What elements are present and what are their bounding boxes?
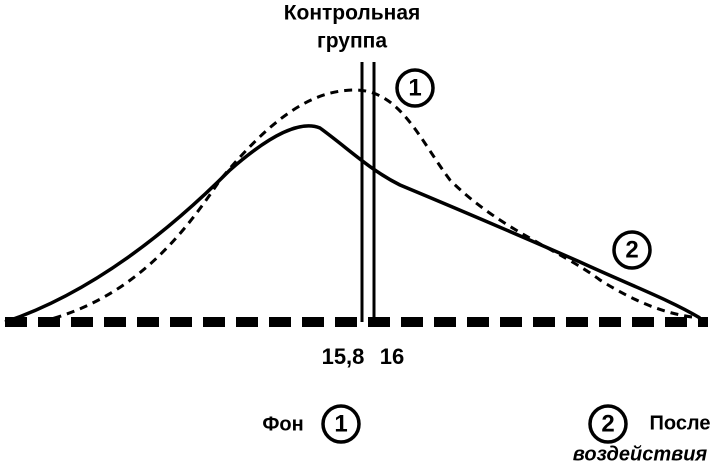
marker-circle	[588, 404, 628, 444]
marker-circle	[321, 404, 361, 444]
title: группа	[317, 30, 387, 53]
legend-marker: 1	[334, 410, 347, 437]
axis-label: 16	[380, 344, 404, 369]
legend-label: После	[649, 412, 710, 434]
marker-circle	[612, 230, 652, 270]
legend-label: воздействия	[573, 443, 708, 465]
legend-marker: 2	[601, 410, 614, 437]
legend-label: Фон	[262, 413, 303, 435]
curve-after	[4, 124, 701, 324]
curve-marker: 1	[408, 74, 421, 101]
marker-circle	[395, 68, 435, 108]
title: Контрольная	[284, 2, 421, 25]
curve-marker: 2	[625, 236, 638, 263]
axis-label: 15,8	[322, 344, 365, 369]
curve-background	[39, 88, 701, 324]
